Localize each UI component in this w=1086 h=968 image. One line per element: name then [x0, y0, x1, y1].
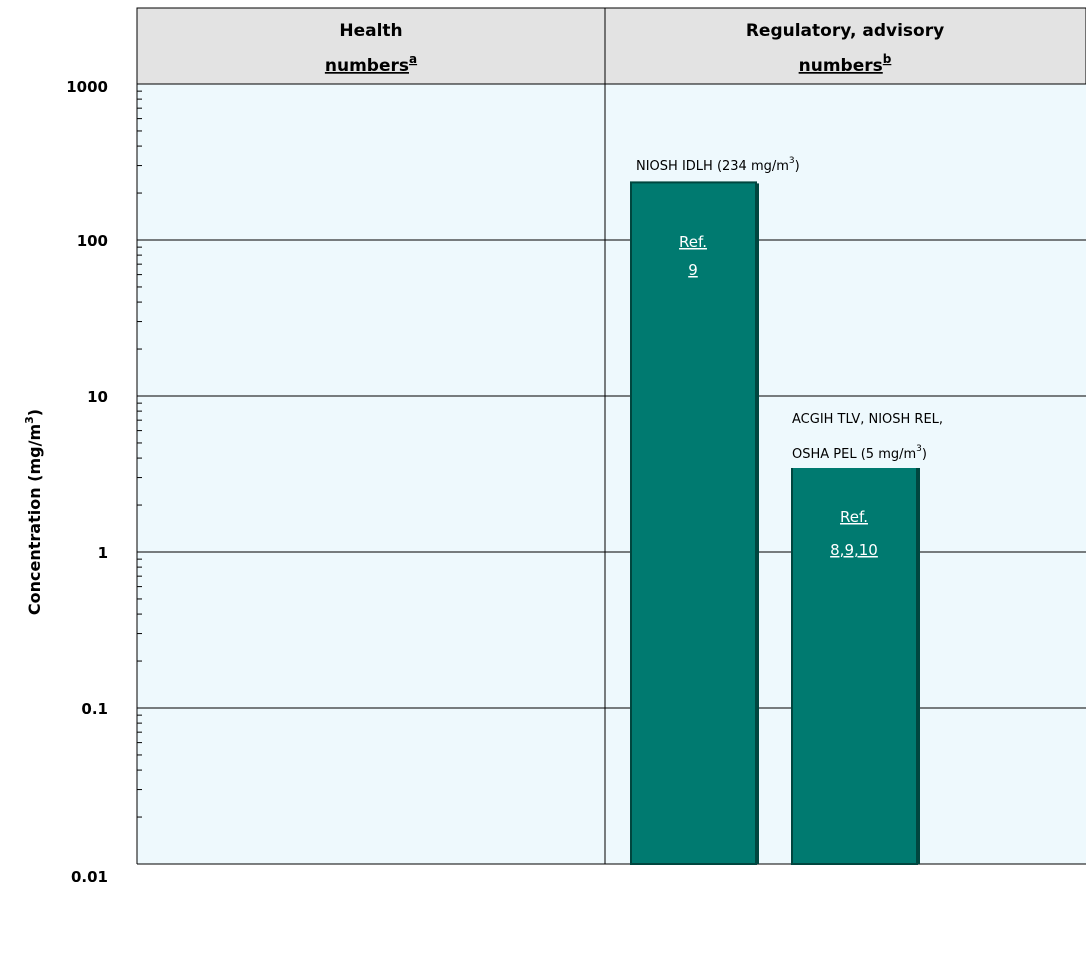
- y-tick-label: 1000: [66, 78, 108, 96]
- minor-ticks: [137, 90, 142, 818]
- bar-2-label-bg: [784, 412, 1046, 468]
- plot-area: [137, 84, 1086, 864]
- bars: [630, 181, 920, 865]
- panel-1-title-line1: Health: [339, 21, 402, 41]
- y-tick-label: 1: [98, 544, 108, 562]
- bar-shadow: [756, 183, 759, 864]
- panel-2-title-line2: numbersb: [799, 52, 892, 76]
- grid-lines: [137, 83, 1086, 709]
- y-tick-label: 0.1: [81, 700, 108, 718]
- y-tick-labels: 1000 100 10 1 0.1 0.01: [66, 78, 108, 886]
- bar-1-ref-line1[interactable]: Ref.: [679, 233, 707, 251]
- bar-2-label-line2: OSHA PEL (5 mg/m3): [792, 444, 927, 462]
- bar: [791, 441, 918, 865]
- bar-1-ref-line2[interactable]: 9: [688, 261, 698, 279]
- bar-1-label: NIOSH IDLH (234 mg/m3): [636, 156, 800, 174]
- bar-shadow: [917, 443, 920, 864]
- bar-2-label-line1: ACGIH TLV, NIOSH REL,: [792, 412, 943, 427]
- y-axis-label: Concentration (mg/m3): [23, 409, 44, 615]
- bar: [630, 181, 757, 865]
- y-tick-label: 10: [87, 388, 108, 406]
- bar-2-ref-line2[interactable]: 8,9,10: [830, 541, 878, 559]
- panel-2-title-line1: Regulatory, advisory: [746, 21, 944, 41]
- y-tick-label: 100: [77, 232, 108, 250]
- panel-1-title-line2: numbersa: [325, 52, 417, 76]
- y-tick-label: 0.01: [71, 868, 108, 886]
- header-band: [136, 7, 1086, 85]
- bar-2-ref-line1[interactable]: Ref.: [840, 508, 868, 526]
